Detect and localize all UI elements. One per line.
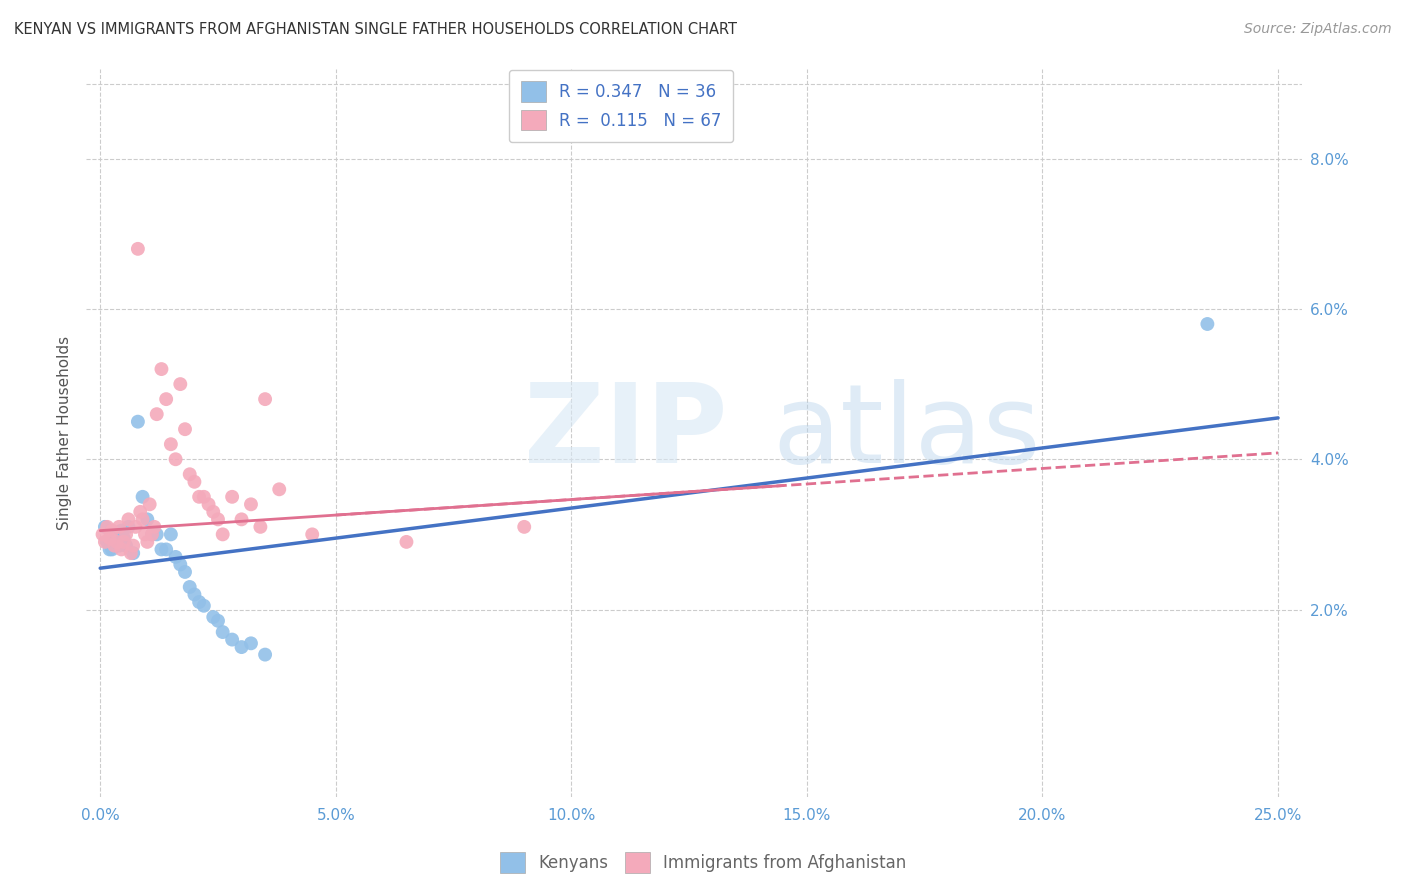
Text: atlas: atlas [773,379,1042,486]
Point [112,531,135,545]
Point [105,535,128,549]
Point [150,542,173,557]
Point [183,587,205,601]
Point [1197,317,1219,331]
Y-axis label: Single Father Households: Single Father Households [58,336,72,530]
Point [101,542,124,557]
Point [138,497,160,511]
Point [112,535,135,549]
Point [108,539,131,553]
Text: Source: ZipAtlas.com: Source: ZipAtlas.com [1244,22,1392,37]
Point [98,542,121,557]
Point [202,610,225,624]
Point [122,539,145,553]
Legend: R = 0.347   N = 36, R =  0.115   N = 67: R = 0.347 N = 36, R = 0.115 N = 67 [509,70,733,142]
Text: ZIP: ZIP [523,379,727,486]
Point [145,527,167,541]
Point [129,505,152,519]
Point [136,535,159,549]
Point [174,565,197,579]
Point [103,535,125,549]
Point [165,549,187,564]
Point [122,546,145,560]
Point [127,415,149,429]
Point [269,483,291,497]
Point [145,407,167,421]
Point [254,648,277,662]
Point [169,558,191,572]
Point [150,362,173,376]
Point [94,535,117,549]
Point [131,490,153,504]
Point [179,580,201,594]
Point [221,490,243,504]
Point [254,392,277,406]
Point [136,512,159,526]
Point [134,527,156,541]
Point [101,524,124,538]
Point [155,542,177,557]
Point [239,497,262,511]
Point [231,640,253,654]
Point [301,527,323,541]
Point [207,614,229,628]
Point [395,535,418,549]
Point [211,527,233,541]
Point [143,520,166,534]
Point [96,520,118,534]
Point [105,527,128,541]
Point [115,527,138,541]
Point [141,527,163,541]
Point [141,527,163,541]
Point [183,475,205,489]
Point [124,520,146,534]
Point [98,531,121,545]
Point [103,539,125,553]
Point [197,497,219,511]
Point [221,632,243,647]
Point [249,520,271,534]
Point [211,625,233,640]
Point [202,505,225,519]
Point [96,535,118,549]
Point [188,490,211,504]
Text: KENYAN VS IMMIGRANTS FROM AFGHANISTAN SINGLE FATHER HOUSEHOLDS CORRELATION CHART: KENYAN VS IMMIGRANTS FROM AFGHANISTAN SI… [14,22,737,37]
Point [91,527,114,541]
Point [127,242,149,256]
Point [231,512,253,526]
Point [513,520,536,534]
Point [193,490,215,504]
Point [108,520,131,534]
Point [117,520,139,534]
Point [155,392,177,406]
Point [117,512,139,526]
Point [131,512,153,526]
Point [160,527,183,541]
Point [188,595,211,609]
Point [94,520,117,534]
Point [110,524,132,538]
Point [179,467,201,482]
Point [193,599,215,613]
Legend: Kenyans, Immigrants from Afghanistan: Kenyans, Immigrants from Afghanistan [494,846,912,880]
Point [174,422,197,436]
Point [169,377,191,392]
Point [165,452,187,467]
Point [115,539,138,553]
Point [239,636,262,650]
Point [207,512,229,526]
Point [120,546,142,560]
Point [160,437,183,451]
Point [110,542,132,557]
